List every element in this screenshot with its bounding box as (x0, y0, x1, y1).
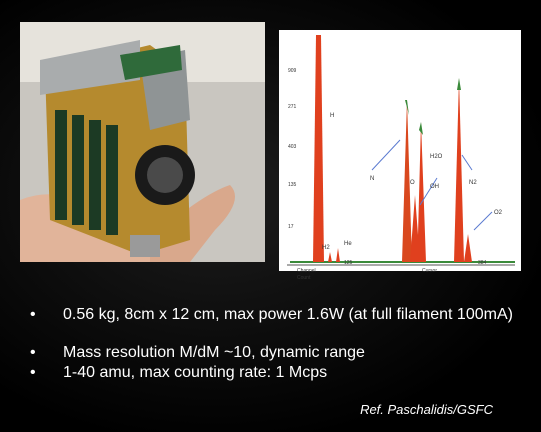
y-tick-label: 271 (288, 104, 297, 110)
peak-label: OH (430, 184, 439, 190)
peak-label: O (410, 180, 415, 186)
reference: Ref. Paschalidis/GSFC (360, 402, 493, 417)
bullet-text: 0.56 kg, 8cm x 12 cm, max power 1.6W (at… (63, 306, 513, 323)
peak-label: H2O (430, 154, 443, 160)
peak-label: O2 (494, 210, 503, 216)
peak-label: N2 (469, 180, 477, 186)
footer-label: Cursor (422, 268, 437, 274)
instrument-photo (20, 22, 265, 262)
peak-label: H2 (322, 245, 330, 251)
footer-label: 384 (478, 260, 487, 266)
footer-label: Count (297, 275, 311, 281)
spectrum-image (279, 30, 521, 271)
bullet-text: Mass resolution M/dM ~10, dynamic range (63, 344, 365, 361)
peak-label: N (370, 176, 374, 182)
footer-label: 125 (344, 260, 353, 266)
y-tick-label: 135 (288, 182, 297, 188)
y-tick-label: 909 (288, 68, 297, 74)
slide-graphics: 909 271 403 135 17 H N H2O O OH N2 O2 H2 He ChannelCou… (20, 22, 521, 281)
peak-label: H (330, 113, 334, 119)
bullet-text: 1-40 amu, max counting rate: 1 Mcps (63, 364, 328, 381)
peak-label: He (344, 241, 352, 247)
y-tick-label: 403 (288, 144, 297, 150)
y-tick-label: 17 (288, 224, 294, 230)
footer-label: Channel (297, 268, 316, 274)
